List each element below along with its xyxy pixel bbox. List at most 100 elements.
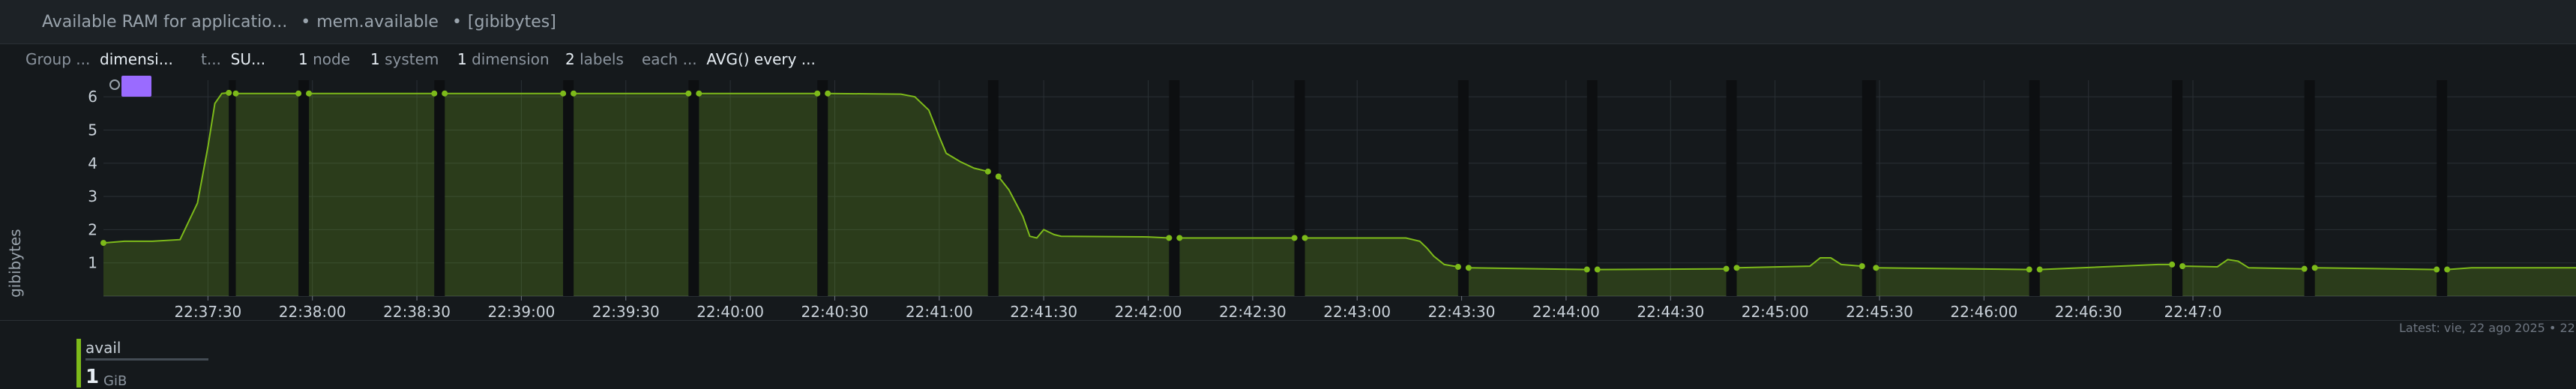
data-point[interactable] [2301, 265, 2308, 272]
chart-context: mem.available [316, 12, 439, 31]
x-tick-label: 22:42:30 [1219, 303, 1287, 320]
data-point[interactable] [2444, 266, 2451, 273]
x-tick-label: 22:38:00 [279, 303, 346, 320]
data-point[interactable] [1291, 235, 1298, 241]
series-line-segment[interactable] [1304, 237, 1459, 268]
data-point[interactable] [2169, 261, 2176, 268]
series-line-segment[interactable] [2182, 259, 2305, 270]
data-point[interactable] [696, 90, 702, 97]
x-tick-label: 22:42:00 [1115, 303, 1182, 320]
data-gap [2437, 80, 2448, 296]
data-point[interactable] [100, 240, 106, 247]
series-area-segment [574, 93, 689, 296]
data-point[interactable] [1166, 235, 1173, 241]
data-point[interactable] [431, 90, 438, 97]
data-gap [688, 80, 699, 296]
data-gap [563, 80, 574, 296]
series-line-segment[interactable] [103, 91, 229, 244]
x-tick-label: 22:41:30 [1010, 303, 1077, 320]
data-point[interactable] [1873, 265, 1880, 271]
y-tick-label: 3 [88, 187, 97, 205]
series-line-segment[interactable] [1597, 268, 1727, 271]
data-point[interactable] [1733, 265, 1740, 271]
data-point[interactable] [226, 89, 232, 96]
series-line-segment[interactable] [2447, 267, 2576, 271]
data-gap [2172, 80, 2183, 296]
series-area-segment [235, 93, 299, 296]
labels-filter[interactable]: 2 labels [565, 50, 624, 68]
data-point[interactable] [1859, 263, 1865, 270]
data-point[interactable] [814, 90, 821, 97]
series-line-segment[interactable] [2039, 263, 2173, 271]
data-point[interactable] [295, 90, 302, 97]
series-area-segment [1468, 268, 1587, 296]
data-point[interactable] [442, 90, 448, 97]
dimensions-filter[interactable]: 1 dimension [457, 50, 550, 68]
series-line-segment[interactable] [1468, 267, 1587, 271]
data-point[interactable] [1723, 265, 1730, 272]
clock-icon[interactable] [109, 79, 120, 90]
data-point[interactable] [1301, 235, 1308, 241]
systems-filter[interactable]: 1 system [370, 50, 439, 68]
data-point[interactable] [995, 173, 1002, 180]
data-point[interactable] [232, 90, 239, 97]
data-point[interactable] [2036, 266, 2043, 273]
area-chart[interactable]: 1 2 3 4 5 6 22:37:30 22:38:00 22:38:30 22:39:00 2… [0, 73, 2576, 321]
series-area-segment [1304, 238, 1458, 296]
data-gap [229, 80, 236, 296]
data-gap [817, 80, 828, 296]
legend-color-swatch [76, 339, 81, 388]
x-tick-label: 22:44:30 [1637, 303, 1704, 320]
y-tick-label: 4 [88, 154, 97, 172]
data-point[interactable] [2434, 266, 2440, 273]
legend-unit: GiB [103, 373, 127, 389]
series-area-segment [2039, 264, 2173, 296]
x-tick-label: 22:46:30 [2055, 303, 2122, 320]
data-gap [1726, 80, 1737, 296]
data-point[interactable] [984, 168, 991, 175]
data-point[interactable] [1176, 235, 1183, 241]
series-line-segment[interactable] [1736, 257, 1862, 269]
data-point[interactable] [2026, 266, 2032, 273]
data-point[interactable] [1465, 265, 1472, 271]
data-point[interactable] [825, 90, 831, 97]
data-gap [1862, 80, 1877, 296]
data-gap [1294, 80, 1305, 296]
nodes-filter[interactable]: 1 node [298, 50, 351, 68]
data-point[interactable] [2179, 263, 2186, 270]
data-gap [2029, 80, 2040, 296]
series-area-segment [2447, 268, 2576, 296]
data-point[interactable] [306, 90, 313, 97]
chart-plot-area[interactable]: gibibytes 1 2 3 4 5 6 22:37:30 22:38:00 22:38:3… [0, 73, 2576, 321]
series-area-segment [699, 93, 818, 296]
data-point[interactable] [1583, 266, 1590, 273]
series-line-segment[interactable] [1876, 267, 2029, 271]
x-tick-label: 22:43:30 [1428, 303, 1496, 320]
data-point[interactable] [571, 90, 577, 97]
series-area-segment [1179, 238, 1295, 296]
chart-type-dropdown[interactable]: t... SU... [201, 50, 266, 68]
data-point[interactable] [560, 90, 567, 97]
data-gap [298, 80, 310, 296]
title-separator: • [451, 12, 462, 31]
series-line-segment[interactable] [2314, 267, 2437, 271]
x-tick-label: 22:44:00 [1532, 303, 1600, 320]
series-line-segment[interactable] [998, 175, 1170, 239]
data-point[interactable] [2311, 265, 2318, 271]
data-point[interactable] [685, 90, 692, 97]
group-by-dropdown[interactable]: Group ... dimensi... [25, 50, 173, 68]
chart-units: [gibibytes] [467, 12, 556, 31]
series-area-segment [2314, 268, 2437, 296]
data-point[interactable] [1454, 264, 1461, 271]
series-area-segment [1876, 268, 2029, 296]
y-axis-label: gibibytes [6, 229, 24, 298]
x-tick-label: 22:40:00 [696, 303, 764, 320]
chart-title-bar: Available RAM for applicatio... • mem.av… [0, 0, 2576, 44]
aggregation-dropdown[interactable]: each ... AVG() every ... [642, 50, 816, 68]
series-line-segment[interactable] [828, 92, 989, 172]
legend-dimension-name[interactable]: avail [85, 339, 121, 357]
series-area-segment [998, 176, 1170, 296]
latest-timestamp: Latest: vie, 22 ago 2025 • 22:47:0 [2399, 321, 2576, 335]
data-point[interactable] [1594, 266, 1601, 273]
highlight-marker[interactable] [121, 76, 151, 97]
